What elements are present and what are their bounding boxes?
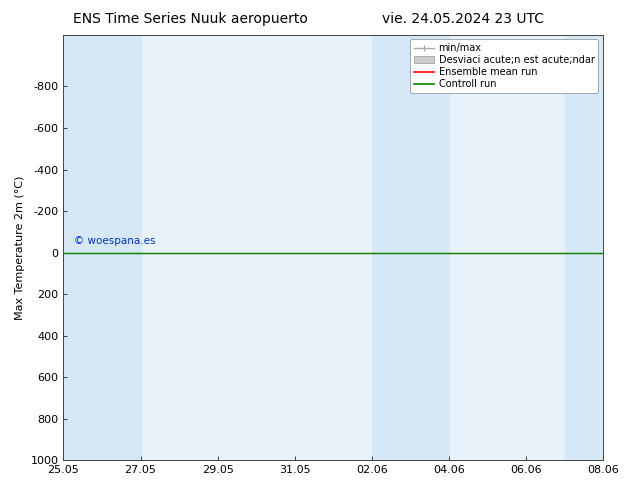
Text: © woespana.es: © woespana.es [74, 236, 156, 246]
Text: vie. 24.05.2024 23 UTC: vie. 24.05.2024 23 UTC [382, 12, 544, 26]
Y-axis label: Max Temperature 2m (°C): Max Temperature 2m (°C) [15, 175, 25, 319]
Text: ENS Time Series Nuuk aeropuerto: ENS Time Series Nuuk aeropuerto [73, 12, 307, 26]
Legend: min/max, Desviaci acute;n est acute;ndar, Ensemble mean run, Controll run: min/max, Desviaci acute;n est acute;ndar… [410, 40, 598, 93]
Bar [564, 35, 603, 460]
Bar [63, 35, 141, 460]
Bar [372, 35, 449, 460]
